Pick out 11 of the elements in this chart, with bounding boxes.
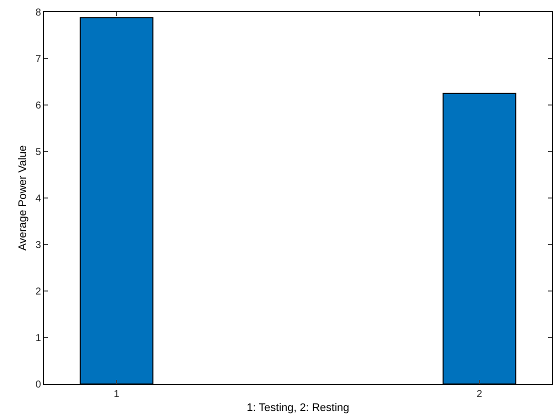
x-axis-title: 1: Testing, 2: Resting (246, 402, 350, 414)
y-tick-label: 7 (35, 54, 42, 65)
y-tick-label: 1 (35, 333, 42, 344)
y-axis-title: Average Power Value (17, 145, 30, 251)
y-tick-label: 8 (35, 8, 42, 18)
y-tick-label: 5 (35, 147, 42, 158)
y-tick-label: 2 (35, 286, 42, 298)
y-tick-label: 3 (35, 240, 42, 251)
y-tick-label: 6 (35, 100, 42, 112)
y-tick-label: 4 (35, 194, 42, 204)
y-tick-label: 0 (35, 380, 42, 390)
